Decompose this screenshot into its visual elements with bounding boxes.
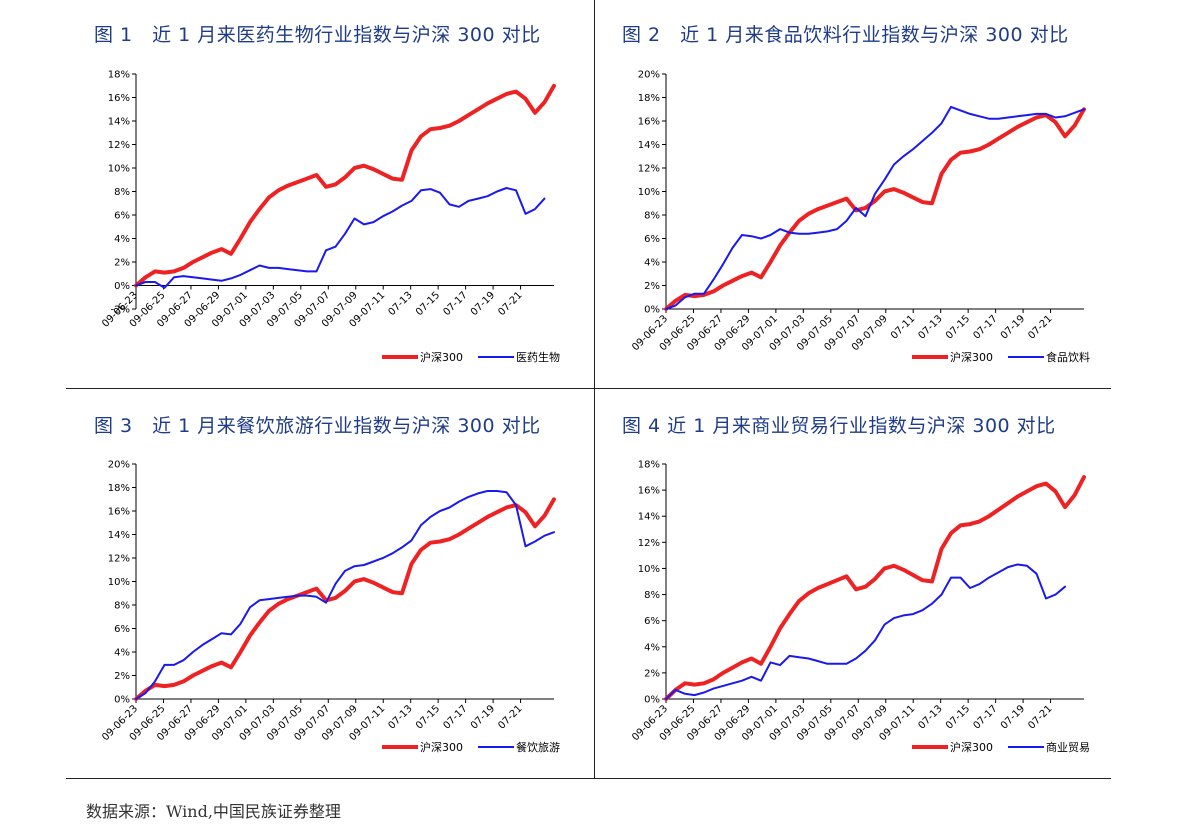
legend-label: 沪深300 [420,740,463,754]
y-tick-label: 8% [644,211,660,222]
y-tick-label: 6% [644,234,660,245]
chart-3-catering-tourism: 0%2%4%6%8%10%12%14%16%18%20%09-06-2309-0… [100,460,560,755]
y-tick-label: 16% [108,93,130,104]
y-tick-label: 18% [638,460,660,471]
series-line-industry [135,187,546,289]
y-tick-label: 8% [644,590,660,601]
x-tick-label: 07-17 [971,703,999,731]
x-tick-label: 07-13 [386,703,414,731]
y-tick-label: 10% [108,164,130,175]
y-tick-label: 12% [638,538,660,549]
series-line-industry [135,490,555,700]
data-source-note: 数据来源：Wind,中国民族证券整理 [86,802,341,821]
y-tick-label: 8% [114,601,130,612]
x-tick-label: 07-21 [1026,313,1054,341]
chart-3-title: 图 3 近 1 月来餐饮旅游行业指数与沪深 300 对比 [94,415,541,437]
y-tick-label: -2% [111,305,130,316]
x-tick-label: 07-15 [944,313,972,341]
x-tick-label: 07-19 [999,703,1027,731]
legend-label: 沪深300 [420,350,463,364]
panel-divider-vertical [594,0,595,778]
y-tick-label: 16% [638,117,660,128]
chart-2-title: 图 2 近 1 月来食品饮料行业指数与沪深 300 对比 [622,24,1069,46]
legend-label: 商业贸易 [1046,740,1090,754]
chart-2-food-beverage: 0%2%4%6%8%10%12%14%16%18%20%09-06-2309-0… [630,70,1090,365]
legend-label: 食品饮料 [1046,350,1090,364]
y-tick-label: 10% [638,564,660,575]
x-tick-label: 07-11 [889,313,917,341]
x-tick-label: 07-13 [916,313,944,341]
y-tick-label: 18% [638,93,660,104]
chart-4-title: 图 4 近 1 月来商业贸易行业指数与沪深 300 对比 [622,415,1056,437]
y-tick-label: 14% [108,530,130,541]
y-tick-label: 14% [638,512,660,523]
y-tick-label: 2% [644,281,660,292]
y-tick-label: 6% [644,616,660,627]
series-line-industry [665,563,1066,700]
legend-label: 沪深300 [950,350,993,364]
x-tick-label: 07-17 [441,703,469,731]
series-line-hs300 [134,83,556,288]
y-tick-label: 16% [108,507,130,518]
x-tick-label: 07-19 [469,703,497,731]
y-tick-label: 6% [114,624,130,635]
chart-1-medicine: -2%0%2%4%6%8%10%12%14%16%18%09-06-2309-0… [100,70,560,365]
chart-1-title: 图 1 近 1 月来医药生物行业指数与沪深 300 对比 [94,24,541,46]
y-tick-label: 0% [644,305,660,316]
x-tick-label: 07-13 [916,703,944,731]
y-tick-label: 0% [114,695,130,706]
y-tick-label: 20% [638,70,660,81]
x-tick-label: 07-19 [999,313,1027,341]
x-tick-label: 07-15 [944,703,972,731]
series-line-hs300 [134,497,556,701]
y-tick-label: 10% [638,187,660,198]
y-tick-label: 10% [108,577,130,588]
y-tick-label: 14% [638,140,660,151]
chart-4-commerce-trade: 0%2%4%6%8%10%12%14%16%18%09-06-2309-06-2… [630,460,1090,755]
x-tick-label: 07-21 [496,703,524,731]
y-tick-label: 4% [644,642,660,653]
x-tick-label: 07-15 [414,703,442,731]
legend-label: 沪深300 [950,740,993,754]
panel-divider-horizontal [66,388,1111,389]
y-tick-label: 12% [108,554,130,565]
x-tick-label: 07-21 [1026,703,1054,731]
bottom-rule [66,778,1111,779]
x-tick-label: 07-17 [441,290,469,318]
legend-label: 医药生物 [516,350,560,364]
y-tick-label: 4% [114,648,130,659]
y-tick-label: 12% [108,140,130,151]
y-tick-label: 0% [114,281,130,292]
y-tick-label: 4% [644,258,660,269]
x-tick-label: 07-13 [386,290,414,318]
y-tick-label: 2% [114,671,130,682]
x-tick-label: 07-19 [469,290,497,318]
legend-label: 餐饮旅游 [516,740,560,754]
series-line-hs300 [664,475,1086,701]
y-tick-label: 0% [644,695,660,706]
y-tick-label: 4% [114,234,130,245]
y-tick-label: 8% [114,187,130,198]
series-line-industry [665,105,1085,310]
y-tick-label: 12% [638,164,660,175]
y-tick-label: 18% [108,70,130,81]
x-tick-label: 07-21 [496,290,524,318]
y-tick-label: 16% [638,486,660,497]
x-tick-label: 07-15 [414,290,442,318]
x-tick-label: 07-17 [971,313,999,341]
y-tick-label: 2% [644,668,660,679]
y-tick-label: 2% [114,258,130,269]
y-tick-label: 14% [108,117,130,128]
y-tick-label: 18% [108,483,130,494]
y-tick-label: 6% [114,211,130,222]
series-line-hs300 [664,107,1086,311]
y-tick-label: 20% [108,460,130,471]
